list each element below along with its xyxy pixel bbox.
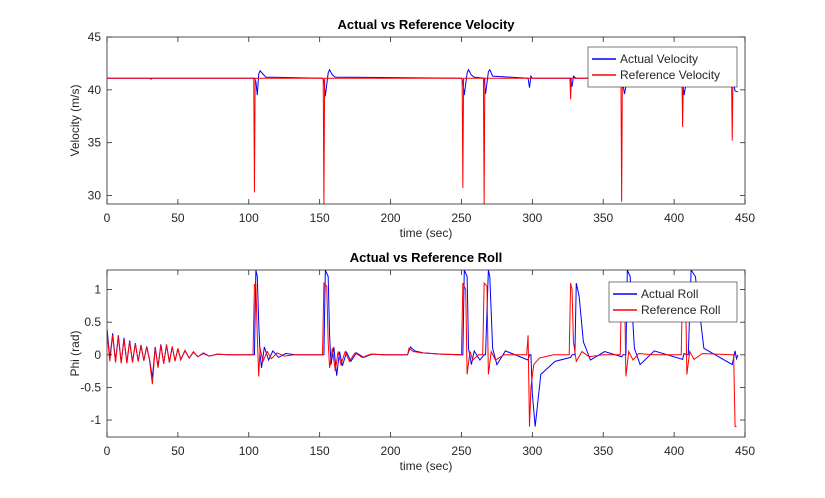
- y-tick-label: 30: [88, 189, 102, 203]
- x-tick-label: 0: [104, 444, 111, 458]
- data-line: [107, 270, 739, 427]
- y-tick-label: 0: [94, 348, 101, 362]
- x-tick-label: 450: [735, 211, 755, 225]
- chart-title: Actual vs Reference Roll: [350, 250, 502, 265]
- legend-label: Actual Velocity: [620, 52, 698, 66]
- axes-box: [106, 36, 746, 205]
- x-tick-label: 250: [451, 444, 471, 458]
- x-tick-label: 350: [593, 444, 613, 458]
- y-axis-label: Phi (rad): [68, 330, 82, 376]
- x-tick-label: 300: [522, 444, 542, 458]
- legend-box: [608, 281, 738, 323]
- x-tick-label: 0: [104, 211, 111, 225]
- plot-lines: [107, 68, 739, 204]
- data-line: [107, 281, 737, 428]
- y-tick-label: 40: [88, 83, 102, 97]
- y-tick-label: 1: [94, 283, 101, 297]
- x-axis-label: time (sec): [400, 459, 453, 473]
- x-tick-label: 250: [451, 211, 471, 225]
- legend-label: Actual Roll: [641, 287, 698, 301]
- x-axis-label: time (sec): [400, 226, 453, 240]
- y-axis-label: Velocity (m/s): [68, 84, 82, 156]
- x-tick-label: 200: [381, 444, 401, 458]
- y-tick-label: 0.5: [84, 315, 101, 329]
- x-tick-label: 50: [171, 211, 185, 225]
- plot-lines: [107, 270, 739, 428]
- x-tick-label: 300: [522, 211, 542, 225]
- x-tick-label: 150: [310, 211, 330, 225]
- x-tick-label: 200: [381, 211, 401, 225]
- x-tick-label: 100: [239, 211, 259, 225]
- data-line: [107, 68, 739, 97]
- chart-title: Actual vs Reference Velocity: [337, 17, 515, 32]
- y-tick-label: -1: [90, 413, 101, 427]
- x-tick-label: 100: [239, 444, 259, 458]
- x-tick-label: 400: [664, 444, 684, 458]
- legend-box: [587, 46, 738, 88]
- legend-label: Reference Roll: [641, 303, 720, 317]
- axes-box: [106, 269, 746, 438]
- x-tick-label: 50: [171, 444, 185, 458]
- x-tick-label: 150: [310, 444, 330, 458]
- data-line: [107, 77, 737, 204]
- y-tick-label: 45: [88, 30, 102, 44]
- legend-label: Reference Velocity: [620, 68, 720, 82]
- x-tick-label: 350: [593, 211, 613, 225]
- y-tick-label: -0.5: [80, 380, 101, 394]
- x-tick-label: 450: [735, 444, 755, 458]
- y-tick-label: 35: [88, 136, 102, 150]
- x-tick-label: 400: [664, 211, 684, 225]
